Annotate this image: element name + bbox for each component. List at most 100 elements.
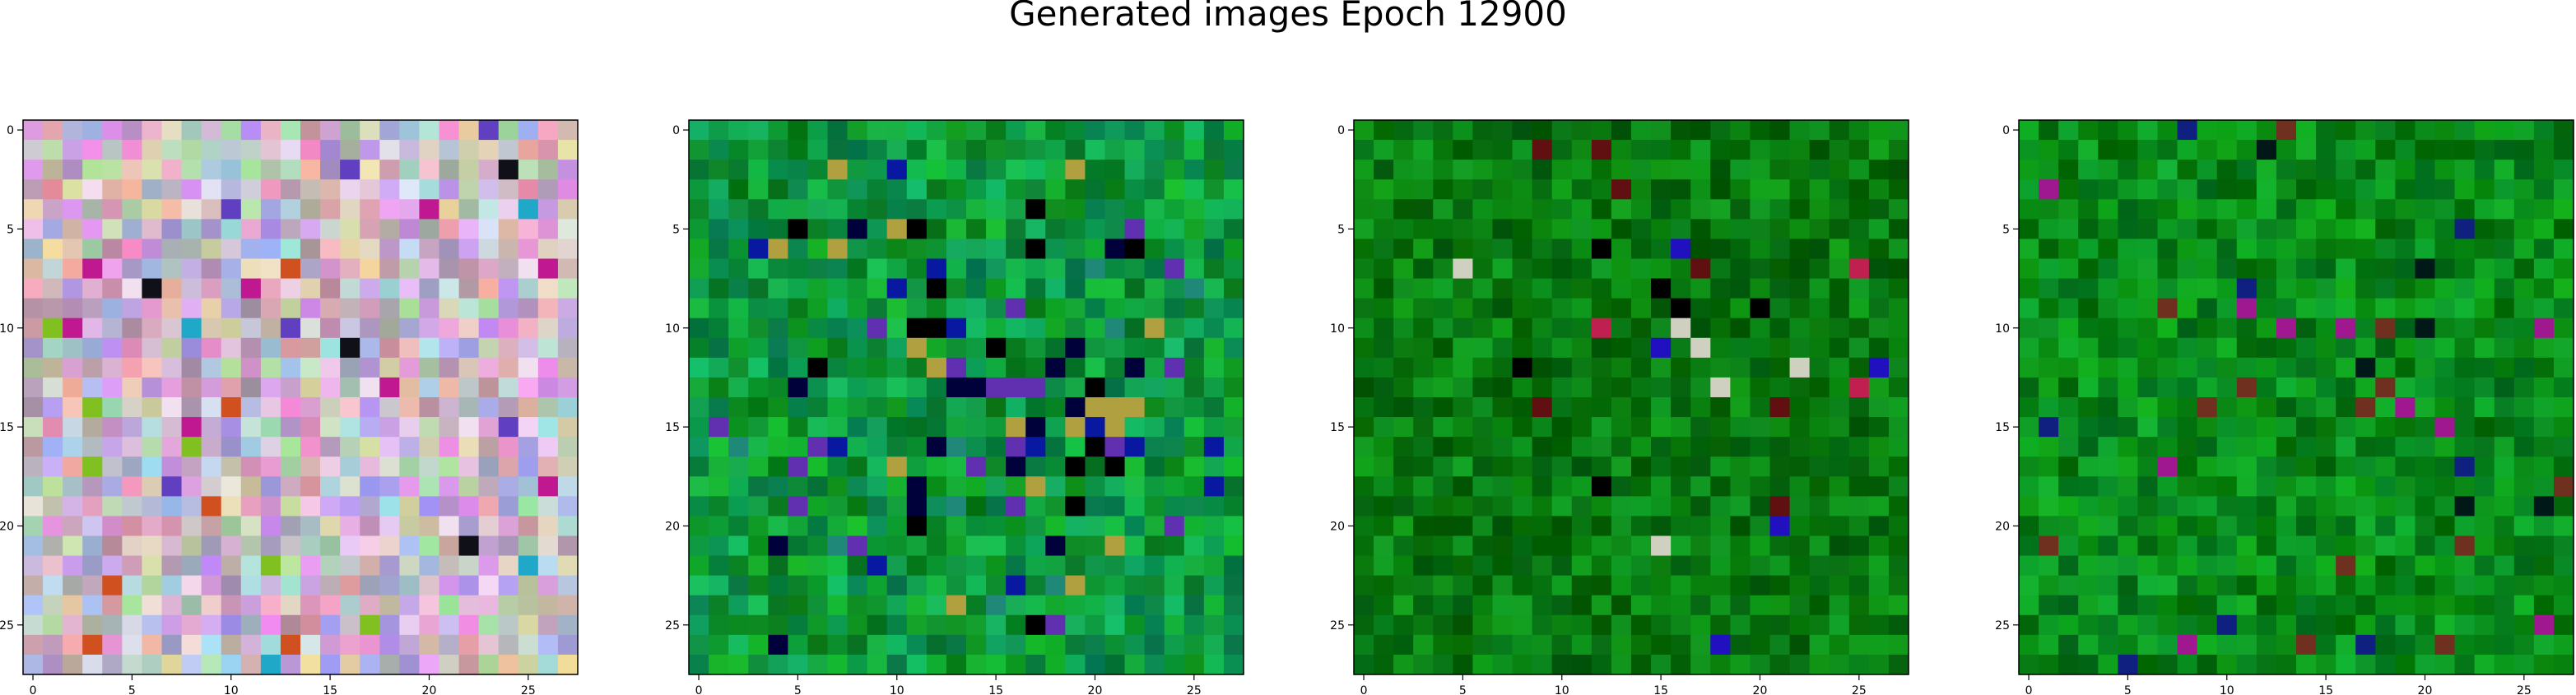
heatmap-cell xyxy=(1144,595,1165,616)
heatmap-cell xyxy=(340,437,360,457)
heatmap-cell xyxy=(320,595,341,616)
heatmap-cell xyxy=(906,377,928,398)
heatmap-cell xyxy=(1848,437,1870,457)
heatmap-cell xyxy=(728,575,749,596)
heatmap-cell xyxy=(1413,575,1434,596)
heatmap-cell xyxy=(1888,317,1909,339)
heatmap-cell xyxy=(399,298,421,319)
heatmap-cell xyxy=(1571,634,1593,656)
heatmap-cell xyxy=(340,496,360,517)
heatmap-cell xyxy=(23,377,44,398)
heatmap-cell xyxy=(122,120,143,141)
heatmap-cell xyxy=(419,535,440,557)
heatmap-cell xyxy=(1690,516,1711,537)
heatmap-cell xyxy=(1453,555,1474,577)
heatmap-cell xyxy=(1591,160,1612,180)
heatmap-cell xyxy=(1413,179,1434,200)
heatmap-cell xyxy=(1532,437,1553,457)
heatmap-cell xyxy=(1144,634,1165,656)
heatmap-cell xyxy=(2177,258,2198,280)
heatmap-cell xyxy=(1809,595,1830,616)
heatmap-cell xyxy=(1164,476,1185,497)
heatmap-cell xyxy=(2533,614,2555,636)
heatmap-cell xyxy=(320,654,341,675)
heatmap-cell xyxy=(986,357,1007,378)
heatmap-cell xyxy=(2375,357,2396,378)
heatmap-cell xyxy=(1571,417,1593,438)
heatmap-cell xyxy=(1690,160,1711,180)
heatmap-cell xyxy=(867,239,888,260)
heatmap-cell xyxy=(498,634,519,656)
heatmap-cell xyxy=(439,377,460,398)
heatmap-cell xyxy=(300,535,321,557)
heatmap-cell xyxy=(1631,397,1652,418)
heatmap-cell xyxy=(2276,516,2297,537)
heatmap-cell xyxy=(2533,258,2555,280)
heatmap-cell xyxy=(1006,654,1026,675)
heatmap-cell xyxy=(102,219,123,240)
y-tick-label: 15 xyxy=(1995,421,2010,434)
heatmap-cell xyxy=(2474,140,2495,160)
heatmap-cell xyxy=(1104,278,1126,299)
heatmap-cell xyxy=(122,278,143,299)
heatmap-cell xyxy=(966,535,987,557)
heatmap-cell xyxy=(399,555,421,577)
heatmap-cell xyxy=(181,199,202,220)
heatmap-cell xyxy=(2553,634,2574,656)
heatmap-cell xyxy=(926,476,947,497)
heatmap-cell xyxy=(221,239,242,260)
heatmap-cell xyxy=(1183,516,1205,537)
heatmap-cell xyxy=(1532,337,1553,359)
heatmap-cell xyxy=(2236,337,2257,359)
x-tick-label: 0 xyxy=(30,684,37,695)
heatmap-cell xyxy=(1730,555,1751,577)
heatmap-cell xyxy=(161,476,183,497)
heatmap-cell xyxy=(340,179,360,200)
heatmap-cell xyxy=(2375,634,2396,656)
heatmap-cell xyxy=(986,397,1007,418)
heatmap-cell xyxy=(2197,496,2218,517)
heatmap-cell xyxy=(2434,179,2456,200)
heatmap-cell xyxy=(379,397,400,418)
heatmap-cell xyxy=(2078,496,2099,517)
heatmap-cell xyxy=(2157,258,2178,280)
heatmap-cell xyxy=(1413,239,1434,260)
heatmap-cell xyxy=(43,397,63,418)
heatmap-cell xyxy=(1710,377,1731,398)
heatmap-cell xyxy=(320,317,341,339)
heatmap-cell xyxy=(1104,535,1126,557)
heatmap-cell xyxy=(807,258,829,280)
heatmap-cell xyxy=(847,120,868,141)
heatmap-cell xyxy=(360,140,380,160)
heatmap-cell xyxy=(498,140,519,160)
heatmap-cell xyxy=(82,516,103,537)
heatmap-cell xyxy=(1532,516,1553,537)
heatmap-cell xyxy=(1472,417,1494,438)
heatmap-cell xyxy=(2355,160,2376,180)
heatmap-cell xyxy=(986,595,1007,616)
heatmap-cell xyxy=(2395,614,2416,636)
heatmap-cell xyxy=(1690,140,1711,160)
heatmap-cell xyxy=(1374,337,1394,359)
heatmap-cell xyxy=(1769,634,1791,656)
heatmap-cell xyxy=(827,298,849,319)
heatmap-cell xyxy=(1104,654,1126,675)
heatmap-cell xyxy=(2256,535,2277,557)
heatmap-cell xyxy=(379,120,400,141)
heatmap-cell xyxy=(1671,120,1691,141)
heatmap-cell xyxy=(2296,179,2317,200)
heatmap-cell xyxy=(2395,595,2416,616)
heatmap-cell xyxy=(2336,417,2356,438)
heatmap-cell xyxy=(2157,120,2178,141)
heatmap-cell xyxy=(2078,516,2099,537)
heatmap-cell xyxy=(1183,496,1205,517)
heatmap-cell xyxy=(161,654,183,675)
heatmap-cell xyxy=(2375,516,2396,537)
heatmap-cell xyxy=(201,496,222,517)
heatmap-cell xyxy=(807,179,829,200)
heatmap-cell xyxy=(1124,258,1146,280)
heatmap-cell xyxy=(2177,614,2198,636)
heatmap-cell xyxy=(1065,258,1086,280)
heatmap-cell xyxy=(161,258,183,280)
heatmap-cell xyxy=(181,377,202,398)
